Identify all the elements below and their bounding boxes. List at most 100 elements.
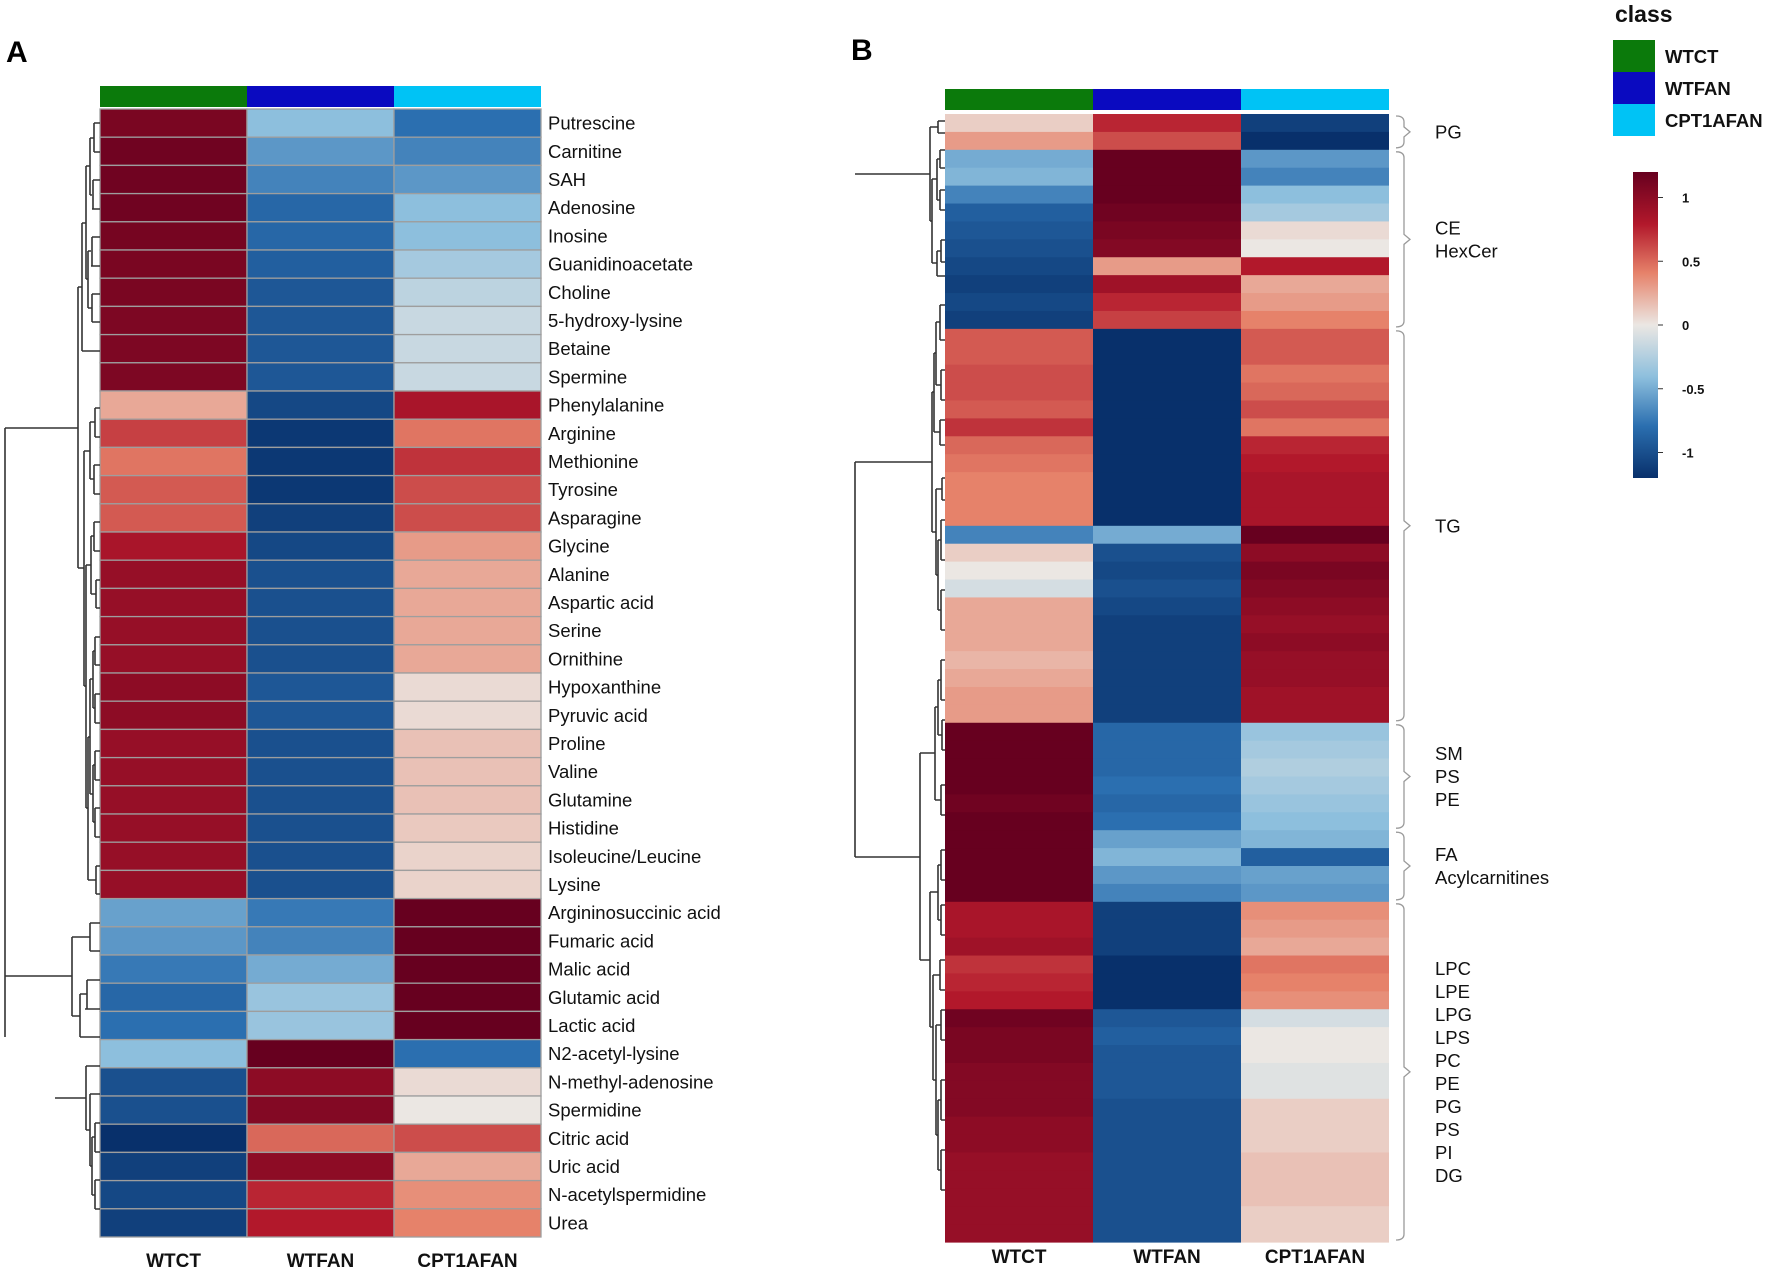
heatmap-cell xyxy=(393,982,542,1013)
row-label: N-methyl-adenosine xyxy=(548,1071,714,1092)
heatmap-cell xyxy=(1241,1116,1389,1136)
heatmap-cell xyxy=(945,364,1093,384)
row-label: Choline xyxy=(548,282,611,303)
heatmap-cell xyxy=(945,1027,1093,1046)
class-legend: class WTCT WTFAN CPT1AFAN xyxy=(1613,1,1763,136)
heatmap-cell xyxy=(1093,436,1241,455)
heatmap-cell xyxy=(945,561,1093,581)
heatmap-cell xyxy=(1241,221,1389,240)
row-label: Phenylalanine xyxy=(548,395,664,416)
heatmap-cell xyxy=(393,333,542,364)
heatmap-cell xyxy=(246,108,395,138)
heatmap-cell xyxy=(945,239,1093,258)
column-label: CPT1AFAN xyxy=(1265,1247,1365,1268)
heatmap-cell xyxy=(945,704,1093,724)
heatmap-cell xyxy=(1093,704,1241,724)
heatmap-cell xyxy=(246,503,395,533)
heatmap-cell xyxy=(99,615,248,646)
heatmap-cell xyxy=(945,346,1093,366)
heatmap-cell xyxy=(1241,400,1389,419)
group-label: PE xyxy=(1435,1073,1460,1094)
heatmap-cell xyxy=(1241,579,1389,599)
heatmap-cell xyxy=(1241,883,1389,903)
heatmap-cell xyxy=(1093,472,1241,491)
heatmap-cell xyxy=(99,728,248,759)
heatmap-cell xyxy=(1093,919,1241,939)
heatmap-cell xyxy=(246,587,395,618)
group-label: PI xyxy=(1435,1142,1452,1163)
heatmap-cell xyxy=(945,203,1093,223)
heatmap-cell xyxy=(99,333,248,364)
heatmap-cell xyxy=(945,1134,1093,1154)
heatmap-cell xyxy=(1093,597,1241,616)
row-labels-a: Putrescine Carnitine SAH Adenosine Inosine Gu… xyxy=(548,113,721,1234)
scale-tick-label: 0 xyxy=(1682,318,1689,333)
row-dendrogram-b xyxy=(854,120,945,1191)
legend-items: WTCT WTFAN CPT1AFAN xyxy=(1613,40,1763,136)
heatmap-cell xyxy=(1093,239,1241,258)
heatmap-cell xyxy=(393,869,542,900)
legend-label: WTFAN xyxy=(1665,78,1731,99)
group-label: LPC xyxy=(1435,958,1471,979)
heatmap-cell xyxy=(945,955,1093,975)
heatmap-cell xyxy=(393,897,542,928)
class-bar-wtfan xyxy=(1093,89,1241,110)
color-scale-legend: 1 0.5 0 -0.5 -1 xyxy=(1633,172,1704,478)
row-label: Aspartic acid xyxy=(548,592,654,613)
row-label: SAH xyxy=(548,169,586,190)
heatmap-cell xyxy=(393,559,542,590)
heatmap-cell xyxy=(1241,436,1389,455)
heatmap-cell xyxy=(393,305,542,336)
heatmap-cell xyxy=(945,597,1093,616)
heatmap-cell xyxy=(393,474,542,505)
heatmap-cell xyxy=(1241,1224,1389,1243)
heatmap-cell xyxy=(1093,185,1241,205)
heatmap-cell xyxy=(1093,382,1241,402)
row-label: Pyruvic acid xyxy=(548,705,648,726)
heatmap-cell xyxy=(246,277,395,308)
heatmap-cell xyxy=(246,1038,395,1069)
heatmap-cell xyxy=(1093,669,1241,688)
group-label: LPG xyxy=(1435,1004,1472,1025)
heatmap-cell xyxy=(945,1224,1093,1243)
heatmap-cell xyxy=(1093,328,1241,348)
heatmap-cell xyxy=(1241,382,1389,402)
heatmap-cell xyxy=(99,756,248,787)
heatmap-cell xyxy=(246,333,395,364)
row-label: Uric acid xyxy=(548,1156,620,1177)
heatmap-cell xyxy=(246,136,395,167)
heatmap-cell xyxy=(1093,1045,1241,1064)
row-label: Glutamine xyxy=(548,789,632,810)
heatmap-cell xyxy=(945,722,1093,742)
heatmap-cell xyxy=(246,1208,395,1238)
heatmap-cell xyxy=(393,841,542,872)
heatmap-cell xyxy=(1093,114,1241,133)
heatmap-cell xyxy=(246,559,395,590)
group-label: PS xyxy=(1435,1119,1460,1140)
heatmap-cell xyxy=(1241,794,1389,813)
heatmap-cell xyxy=(99,1067,248,1097)
heatmap-cell xyxy=(99,531,248,561)
class-annotation-bar-a xyxy=(100,86,541,107)
heatmap-cell xyxy=(246,644,395,674)
heatmap-cell xyxy=(246,1010,395,1041)
heatmap-cell xyxy=(945,131,1093,151)
heatmap-cell xyxy=(1093,633,1241,652)
group-label: PE xyxy=(1435,789,1460,810)
heatmap-cell xyxy=(1093,454,1241,473)
dendrogram-branches-b xyxy=(854,120,945,1191)
legend-swatch-wtct xyxy=(1613,40,1655,72)
row-label: Hypoxanthine xyxy=(548,677,661,698)
heatmap-cell xyxy=(1241,203,1389,223)
heatmap-cell xyxy=(246,474,395,505)
heatmap-cell xyxy=(1241,543,1389,563)
heatmap-cell xyxy=(1241,740,1389,760)
heatmap-cell xyxy=(1093,1188,1241,1207)
heatmap-cell xyxy=(1093,203,1241,223)
heatmap-cell xyxy=(393,446,542,477)
heatmap-cell xyxy=(393,362,542,392)
group-labels-b: PGCEHexCerTGSMPSPEFAAcylcarnitinesLPCLPE… xyxy=(1435,121,1549,1186)
heatmap-cell xyxy=(945,454,1093,473)
scale-tick-label: -0.5 xyxy=(1682,382,1704,397)
